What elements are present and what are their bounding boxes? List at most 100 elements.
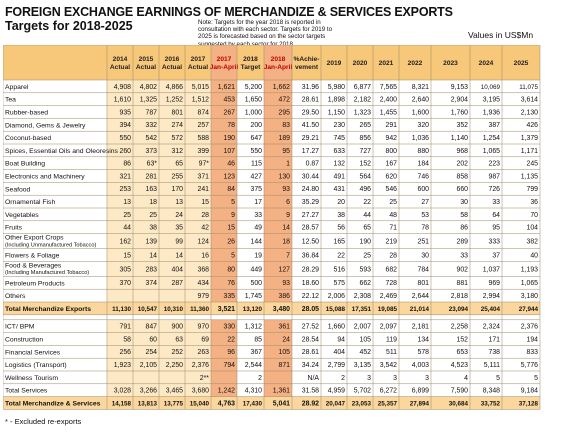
table-cell: 245 <box>527 161 539 168</box>
table-cell: 95 <box>282 148 290 155</box>
table-cell: 202 <box>457 161 469 168</box>
table-cell: 987 <box>489 173 501 180</box>
cell-bg <box>107 144 133 157</box>
table-cell: 287 <box>172 280 184 287</box>
table-cell: 12.50 <box>302 239 319 246</box>
table-cell: 1,140 <box>451 135 468 142</box>
table-cell: 2,324 <box>483 324 500 331</box>
table-cell: 374 <box>146 280 158 287</box>
table-cell: 727 <box>360 148 372 155</box>
table-cell: 572 <box>172 135 184 142</box>
table-cell: 65 <box>363 225 371 232</box>
table-cell: 38 <box>337 212 345 219</box>
column-header: 2024 <box>479 60 494 67</box>
table-cell: 5 <box>496 375 500 382</box>
table-cell: 17 <box>254 199 262 206</box>
table-cell: 1,662 <box>273 84 290 91</box>
cell-bg <box>264 319 292 333</box>
table-cell: 22.12 <box>302 293 319 300</box>
cell-bg <box>264 208 292 221</box>
table-cell: 8,321 <box>412 84 429 91</box>
table-cell: 426 <box>527 122 539 129</box>
cell-bg <box>159 92 185 106</box>
table-cell: 78 <box>421 225 429 232</box>
table-cell: 83 <box>282 122 290 129</box>
table-cell: 588 <box>198 135 210 142</box>
table-cell: 27.52 <box>302 324 319 331</box>
table-cell: 97* <box>199 161 210 168</box>
table-cell: 367 <box>251 349 263 356</box>
cell-bg <box>264 233 292 249</box>
row-label: Boat Building <box>5 161 45 168</box>
cell-bg <box>211 182 237 196</box>
table-cell: 85 <box>254 336 262 343</box>
table-cell: 1,455 <box>380 109 397 116</box>
table-cell: 1,379 <box>521 135 538 142</box>
row-label: Tea <box>5 97 16 104</box>
row-label: Total Services <box>5 388 48 395</box>
table-cell: 219 <box>386 239 398 246</box>
table-cell: 6,272 <box>380 388 397 395</box>
cell-bg <box>185 276 211 290</box>
table-cell: 95 <box>492 225 500 232</box>
table-cell: 2,904 <box>451 97 468 104</box>
table-cell: 33,752 <box>481 400 501 407</box>
cell-bg <box>107 156 133 170</box>
table-cell: 399 <box>198 148 210 155</box>
table-cell: 17,351 <box>352 306 372 313</box>
table-cell: 119 <box>386 336 397 343</box>
cell-bg <box>107 248 133 262</box>
table-cell: 49 <box>254 225 262 232</box>
cell-bg <box>107 383 133 397</box>
table-cell: 257 <box>198 122 210 129</box>
table-cell: 1,000 <box>245 109 262 116</box>
table-cell: 99 <box>175 239 183 246</box>
table-cell: 18.60 <box>302 280 319 287</box>
table-cell: 1,600 <box>412 109 429 116</box>
cell-bg <box>264 345 292 359</box>
table-cell: 880 <box>418 148 430 155</box>
table-cell: 321 <box>120 173 132 180</box>
table-cell: 575 <box>334 280 346 287</box>
table-cell: 144 <box>251 239 263 246</box>
cell-bg <box>107 358 133 371</box>
row-label: Diamond, Gems & Jewelry <box>5 122 86 129</box>
table-cell: 93 <box>282 280 290 287</box>
table-cell: 17.27 <box>302 148 319 155</box>
cell-bg <box>211 358 237 371</box>
table-cell: 17,430 <box>243 400 263 407</box>
table-cell: 472 <box>279 97 291 104</box>
table-cell: 511 <box>386 349 397 356</box>
column-header: 2015 Actual <box>136 56 156 71</box>
column-header: 2022 <box>408 60 423 67</box>
cell-bg <box>107 105 133 119</box>
cell-bg <box>264 92 292 106</box>
table-cell: 942 <box>386 135 398 142</box>
table-cell: 13 <box>123 199 131 206</box>
table-cell: 3,195 <box>483 97 500 104</box>
table-cell: 93 <box>282 186 290 193</box>
table-cell: 4,310 <box>245 388 262 395</box>
table-cell: 662 <box>360 280 372 287</box>
table-cell: 25 <box>363 252 371 259</box>
table-cell: 36.84 <box>302 252 319 259</box>
table-cell: 28 <box>389 252 397 259</box>
table-cell: 3,180 <box>521 293 538 300</box>
table-cell: 2,308 <box>354 293 371 300</box>
table-cell: 3 <box>425 375 429 382</box>
cell-bg <box>211 156 237 170</box>
table-cell: 871 <box>279 362 291 369</box>
cell-bg <box>211 131 237 144</box>
targets-note: Note: Targets for the year 2018 is repor… <box>198 19 333 48</box>
row-label: Vegetables <box>5 212 39 219</box>
table-cell: 132 <box>334 161 346 168</box>
table-cell: 115 <box>251 161 262 168</box>
cell-bg <box>133 182 159 196</box>
table-cell: 25 <box>389 199 397 206</box>
table-cell: 33 <box>460 252 468 259</box>
table-cell: 368 <box>198 266 210 273</box>
table-cell: 5 <box>231 252 235 259</box>
table-cell: 1,254 <box>483 135 500 142</box>
cell-bg <box>185 248 211 262</box>
column-header: 2020 <box>353 60 368 67</box>
